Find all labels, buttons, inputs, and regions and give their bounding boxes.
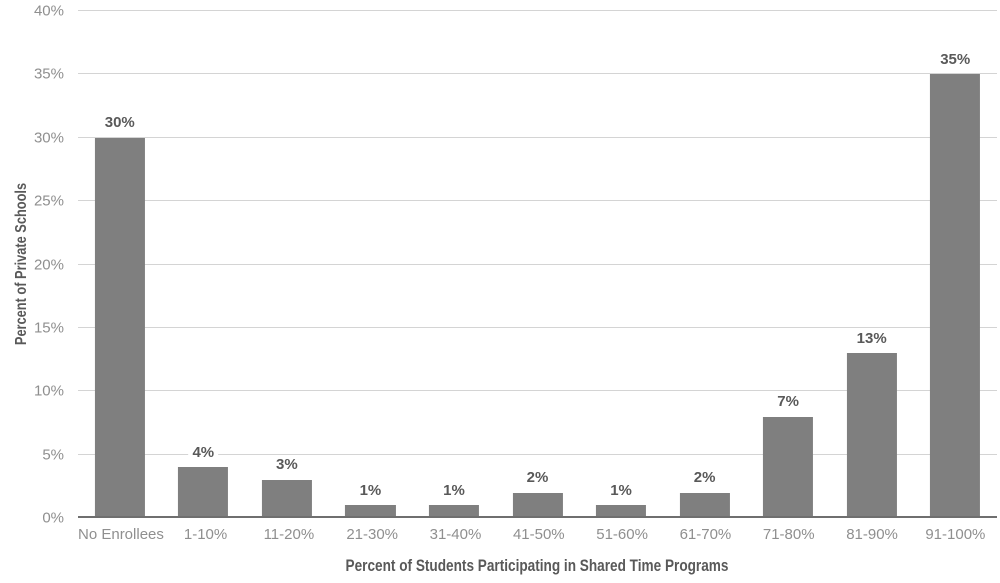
bar-slot: 7% <box>746 11 830 518</box>
x-tick-label-71-80-: 71-80% <box>762 526 815 543</box>
bar-value-label: 1% <box>355 482 386 500</box>
bar-value-label: 3% <box>272 457 302 474</box>
y-tick-label-25: 25% <box>33 192 64 210</box>
x-tick-label-31-40-: 31-40% <box>429 526 482 543</box>
gridline-40 <box>78 10 997 11</box>
bar-slot: 1% <box>579 11 663 518</box>
x-tick-label-21-30-: 21-30% <box>346 526 399 543</box>
bar-value-label: 2% <box>689 470 720 487</box>
y-tick-label-20: 20% <box>33 256 64 273</box>
bar-slot: 2% <box>496 11 580 518</box>
bar-value-label: 2% <box>522 470 553 487</box>
gridline-20 <box>78 263 997 265</box>
bar-91-100- <box>930 74 981 518</box>
y-tick-label-40: 40% <box>33 2 64 20</box>
bar-no-enrollees <box>94 137 145 518</box>
bar-41-50- <box>512 492 563 518</box>
gridline-15 <box>78 326 997 328</box>
y-tick-label-35: 35% <box>33 65 64 83</box>
y-axis-tick-labels: 0% 5% 10% 15% 20% 25% 30% 35% 40% <box>0 4 64 526</box>
y-tick-label-10: 10% <box>33 382 64 400</box>
bar-81-90- <box>846 353 897 518</box>
x-tick-label-11-20-: 11-20% <box>263 526 315 543</box>
gridline-10 <box>78 390 997 392</box>
bar-value-label: 7% <box>773 394 803 411</box>
bar-slot: 30% <box>78 11 162 518</box>
x-tick-label-1-10-: 1-10% <box>183 526 228 543</box>
plot-area: 30% 4% 3% 1% 1% 2% 1% 2% 7% 13% 35% <box>78 10 997 518</box>
x-tick-label-91-100-: 91-100% <box>925 526 986 543</box>
x-tick-label-41-50-: 41-50% <box>512 526 565 543</box>
x-tick-label-61-70-: 61-70% <box>679 526 732 543</box>
bar-61-70- <box>679 492 730 518</box>
bar-slot: 3% <box>245 11 329 518</box>
bar-value-label: 1% <box>606 482 636 500</box>
x-tick-label-81-90-: 81-90% <box>846 526 898 543</box>
bar-value-label: 35% <box>936 51 975 69</box>
gridline-5 <box>78 453 997 455</box>
bar-71-80- <box>763 416 814 518</box>
bar-11-20- <box>261 479 312 518</box>
bar-51-60- <box>595 505 647 518</box>
bar-21-30- <box>345 505 396 518</box>
bar-slot: 13% <box>830 11 914 518</box>
bar-slot: 1% <box>329 11 413 518</box>
bars-container: 30% 4% 3% 1% 1% 2% 1% 2% 7% 13% 35% <box>78 11 997 518</box>
x-axis-title: Percent of Students Participating in Sha… <box>345 556 729 575</box>
x-tick-label-no-enrollees: No Enrollees <box>78 526 164 543</box>
y-tick-label-5: 5% <box>42 446 64 464</box>
bar-slot: 1% <box>412 11 496 518</box>
y-tick-label-30: 30% <box>33 129 64 147</box>
x-tick-label-51-60-: 51-60% <box>596 526 648 543</box>
gridline-25 <box>78 200 997 202</box>
bar-value-label: 1% <box>439 482 469 500</box>
x-axis-line <box>78 516 997 518</box>
bar-slot: 4% <box>162 11 246 518</box>
y-tick-label-15: 15% <box>33 319 64 337</box>
bar-value-label: 13% <box>852 330 891 348</box>
y-tick-label-0: 0% <box>42 509 64 527</box>
gridline-30 <box>78 136 997 138</box>
bar-value-label: 4% <box>188 444 219 462</box>
bar-value-label: 30% <box>100 115 139 132</box>
bar-1-10- <box>178 467 229 518</box>
gridline-35 <box>78 73 997 75</box>
bar-slot: 35% <box>913 11 997 518</box>
bar-31-40- <box>428 505 480 518</box>
x-axis-tick-labels: No Enrollees 1-10% 11-20% 21-30% 31-40% 41-50… <box>78 526 997 544</box>
bar-slot: 2% <box>663 11 747 518</box>
